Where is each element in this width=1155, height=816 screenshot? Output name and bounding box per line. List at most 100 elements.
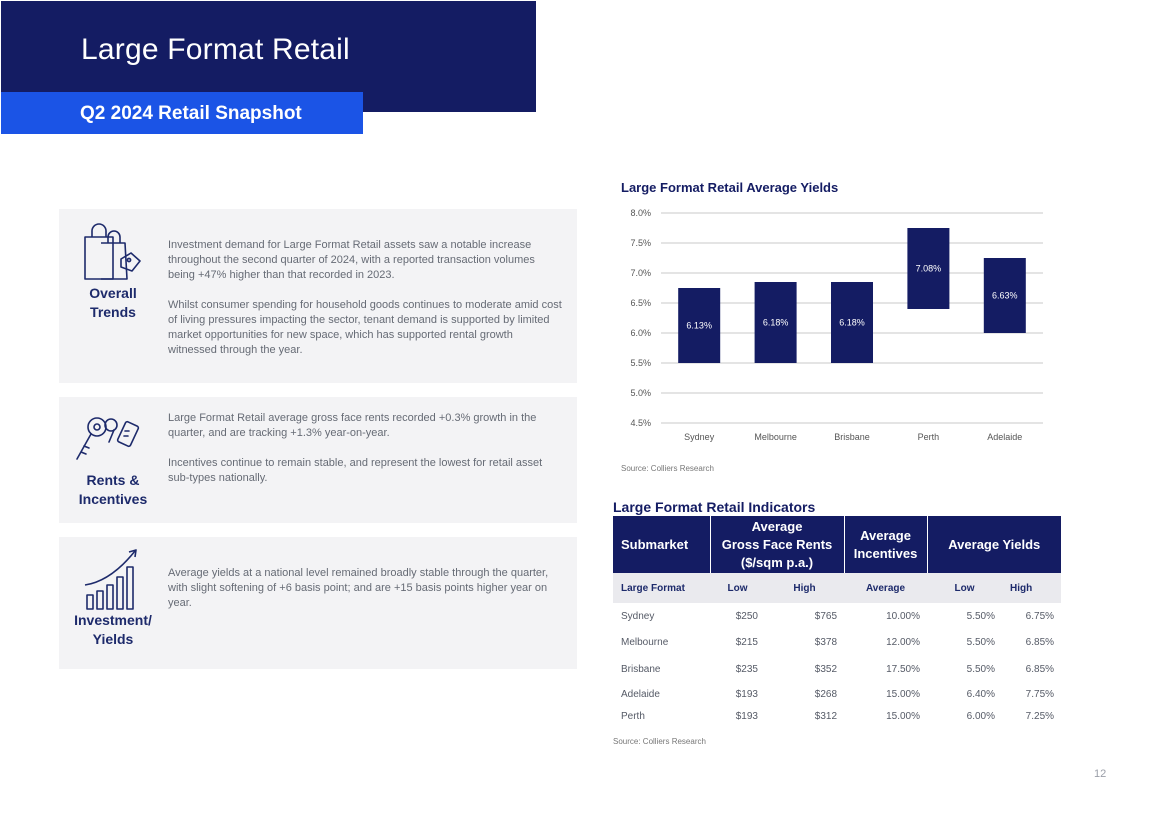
subheader-large-format: Large Format [613,573,710,603]
bar [831,282,873,363]
y-tick-label: 7.0% [630,268,651,278]
cell-yield-high: 6.85% [1025,637,1055,648]
header-incentives: Average Incentives [844,516,928,573]
subtitle-banner: Q2 2024 Retail Snapshot [1,92,363,134]
rents-paragraph: Incentives continue to remain stable, an… [168,457,543,484]
y-tick-label: 5.0% [630,388,651,398]
cell-incentive: 15.00% [886,710,921,722]
growth-chart-icon [84,549,137,610]
x-tick-label: Brisbane [834,432,870,442]
subheader-yield-high: High [1002,573,1062,603]
cell-rent-high: $352 [814,664,838,675]
page-number: 12 [1094,768,1107,780]
x-tick-label: Adelaide [987,432,1022,442]
cell-yield-low: 5.50% [966,637,996,648]
cell-rent-low: $193 [735,710,758,722]
cell-rent-low: $193 [735,688,758,700]
cell-yield-high: 7.25% [1025,710,1055,722]
shopping-bags-icon [84,223,141,280]
table-title: Large Format Retail Indicators [613,499,816,515]
bar-data-label: 7.08% [916,264,942,274]
y-tick-label: 7.5% [630,238,651,248]
bar-data-label: 6.18% [763,318,789,328]
subheader-rent-high: High [765,573,845,603]
cell-submarket: Brisbane [621,664,661,675]
cell-submarket: Adelaide [621,688,660,700]
rents-paragraph: Large Format Retail average gross face r… [168,412,537,439]
cell-rent-high: $378 [814,637,838,648]
overall-trends-panel: Overall Trends Investment demand for Lar… [59,209,577,383]
keys-icon [76,417,140,460]
cell-rent-low: $215 [735,637,758,648]
bar-data-label: 6.13% [686,321,712,331]
header-rents-line1: Average [751,518,803,534]
cell-incentive: 10.00% [886,610,921,622]
cell-rent-high: $312 [814,710,838,722]
header-incentives-line1: Average [860,527,911,543]
cell-yield-low: 6.00% [966,710,996,722]
table-row: Perth $193 $312 15.00% 6.00% 7.25% [613,705,1061,727]
yields-label-line1: Investment/ [74,612,152,628]
table-row: Sydney $250 $765 10.00% 5.50% 6.75% [613,603,1061,629]
cell-yield-low: 5.50% [966,610,996,622]
header-yields: Average Yields [927,516,1062,573]
table-source: Source: Colliers Research [613,737,706,746]
cell-submarket: Perth [621,710,645,722]
y-tick-label: 6.0% [630,328,651,338]
cell-rent-high: $765 [814,610,838,622]
table-row: Melbourne $215 $378 12.00% 5.50% 6.85% [613,629,1061,656]
chart-title: Large Format Retail Average Yields [621,180,839,195]
page-title: Large Format Retail [81,33,350,66]
yields-label-line2: Yields [92,631,134,647]
bar [678,288,721,363]
cell-rent-low: $250 [735,610,758,622]
overall-trends-paragraph: Investment demand for Large Format Retai… [168,239,535,281]
yield-chart: 4.5% 5.0% 5.5% 6.0% 6.5% 7.0% 7.5% 8.0% 6.13% Syd… [630,208,1043,442]
y-tick-label: 5.5% [630,358,651,368]
cell-yield-low: 6.40% [966,688,996,700]
y-tick-label: 6.5% [630,298,651,308]
x-tick-label: Perth [918,432,940,442]
rents-incentives-panel: Rents & Incentives Large Format Retail a… [59,397,577,523]
y-tick-label: 8.0% [630,208,651,218]
x-tick-label: Sydney [684,432,715,442]
table-row: Adelaide $193 $268 15.00% 6.40% 7.75% [613,683,1061,705]
bar [983,258,1026,333]
table-row: Brisbane $235 $352 17.50% 5.50% 6.85% [613,656,1061,683]
subheader-incentive-average: Average [844,573,928,603]
subheader-rent-low: Low [710,573,765,603]
overall-trends-paragraph: Whilst consumer spending for household g… [168,299,562,356]
cell-yield-high: 7.75% [1025,688,1055,700]
cell-submarket: Sydney [621,610,655,622]
bar-data-label: 6.63% [992,291,1018,301]
rents-label-line1: Rents & [86,472,140,488]
overall-trends-label-line1: Overall [89,285,137,301]
y-tick-label: 4.5% [630,418,651,428]
overall-trends-label-line2: Trends [90,304,136,320]
page-subtitle: Q2 2024 Retail Snapshot [80,103,302,124]
cell-submarket: Melbourne [621,637,669,648]
cell-incentive: 17.50% [886,664,921,675]
header-rents-line3: ($/sqm p.a.) [740,554,814,570]
cell-yield-high: 6.85% [1025,664,1055,675]
cell-yield-high: 6.75% [1025,610,1055,622]
investment-yields-panel: Investment/ Yields Average yields at a n… [59,537,577,669]
chart-source: Source: Colliers Research [621,464,714,473]
cell-incentive: 12.00% [886,637,921,648]
header-rents-line2: Gross Face Rents [721,536,833,552]
x-tick-label: Melbourne [754,432,797,442]
bar [754,282,797,363]
bar-data-label: 6.18% [839,318,865,328]
header-submarket: Submarket [613,516,711,573]
yields-paragraph: Average yields at a national level remai… [168,567,549,609]
subheader-yield-low: Low [927,573,1003,603]
cell-rent-high: $268 [814,688,838,700]
cell-yield-low: 5.50% [966,664,996,675]
header-rents: Average Gross Face Rents ($/sqm p.a.) [710,516,845,573]
bar [907,228,950,309]
header-incentives-line2: Incentives [853,545,918,561]
indicators-table: Submarket Average Gross Face Rents ($/sq… [613,516,1062,727]
cell-incentive: 15.00% [886,688,921,700]
cell-rent-low: $235 [735,664,758,675]
rents-label-line2: Incentives [78,491,148,507]
